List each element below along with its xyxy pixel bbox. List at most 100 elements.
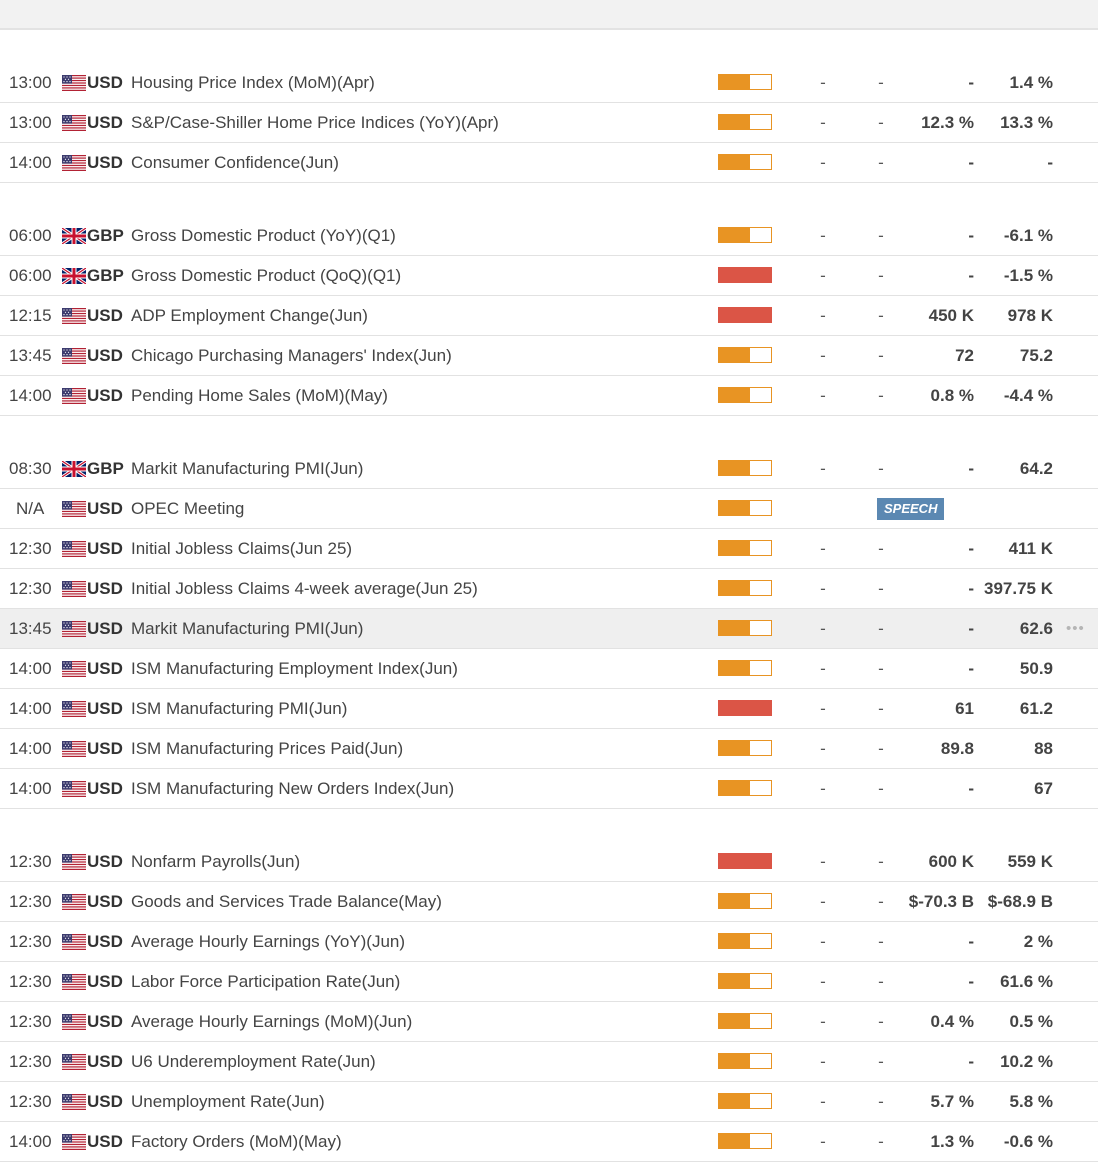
actual-value: - [820, 699, 826, 718]
us-flag-icon [62, 781, 86, 797]
event-name[interactable]: Chicago Purchasing Managers' Index(Jun) [131, 346, 452, 365]
day-separator [0, 30, 1098, 63]
event-name[interactable]: Gross Domestic Product (QoQ)(Q1) [131, 266, 402, 285]
event-row[interactable]: 12:30 USD Average Hourly Earnings (YoY)(Ju… [0, 922, 1098, 962]
event-name[interactable]: OPEC Meeting [131, 499, 245, 518]
consensus-value: - [968, 779, 974, 798]
previous-value: 75.2 [1019, 346, 1053, 365]
consensus-value: - [968, 659, 974, 678]
event-name[interactable]: Initial Jobless Claims 4-week average(Ju… [131, 579, 478, 598]
event-row[interactable]: 12:30 USD U6 Underemployment Rate(Jun) - - - 1… [0, 1042, 1098, 1082]
deviation-value: - [878, 459, 884, 478]
impact-high-bar [718, 853, 772, 869]
consensus-value: 61 [955, 699, 974, 718]
actual-value: - [820, 386, 826, 405]
previous-value: 5.8 % [1009, 1092, 1053, 1111]
event-name[interactable]: Goods and Services Trade Balance(May) [131, 892, 442, 911]
event-time: 12:30 [9, 1092, 52, 1111]
event-row[interactable]: 13:00 USD Housing Price Index (MoM)(Apr) - -… [0, 63, 1098, 103]
calendar-header-bar [0, 0, 1098, 30]
event-row[interactable]: 14:00 USD ISM Manufacturing PMI(Jun) - - 61 61… [0, 689, 1098, 729]
impact-medium-bar [718, 1013, 772, 1029]
event-row[interactable]: 14:00 USD ISM Manufacturing New Orders Ind… [0, 769, 1098, 809]
previous-value: 88 [1034, 739, 1053, 758]
event-name[interactable]: ADP Employment Change(Jun) [131, 306, 368, 325]
event-row[interactable]: 14:00 USD Factory Orders (MoM)(May) - - 1.3 %… [0, 1122, 1098, 1162]
event-name[interactable]: Average Hourly Earnings (MoM)(Jun) [131, 1012, 413, 1031]
event-name[interactable]: ISM Manufacturing Employment Index(Jun) [131, 659, 458, 678]
deviation-value: - [878, 73, 884, 92]
event-row[interactable]: 13:45 USD Markit Manufacturing PMI(Jun) - - -… [0, 609, 1098, 649]
event-name[interactable]: ISM Manufacturing Prices Paid(Jun) [131, 739, 404, 758]
event-row[interactable]: 12:30 USD Nonfarm Payrolls(Jun) - - 600 K 559 … [0, 842, 1098, 882]
event-currency: USD [87, 619, 123, 638]
event-name[interactable]: S&P/Case-Shiller Home Price Indices (YoY… [131, 113, 499, 132]
event-row[interactable]: 12:30 USD Labor Force Participation Rate(J… [0, 962, 1098, 1002]
event-row[interactable]: 14:00 USD ISM Manufacturing Prices Paid(Ju… [0, 729, 1098, 769]
event-name[interactable]: ISM Manufacturing PMI(Jun) [131, 699, 348, 718]
event-name[interactable]: U6 Underemployment Rate(Jun) [131, 1052, 376, 1071]
consensus-value: - [968, 73, 974, 92]
event-row[interactable]: 13:45 USD Chicago Purchasing Managers' Ind… [0, 336, 1098, 376]
us-flag-icon [62, 1014, 86, 1030]
event-row[interactable]: 12:30 USD Unemployment Rate(Jun) - - 5.7 % 5.8… [0, 1082, 1098, 1122]
deviation-value: - [878, 346, 884, 365]
actual-value: - [820, 779, 826, 798]
event-row[interactable]: 06:00 GBP Gross Domestic Product (QoQ)(Q1)… [0, 256, 1098, 296]
event-name[interactable]: Gross Domestic Product (YoY)(Q1) [131, 226, 396, 245]
previous-value: -4.4 % [1003, 386, 1053, 405]
event-name[interactable]: Consumer Confidence(Jun) [131, 153, 339, 172]
deviation-value: - [878, 1132, 884, 1151]
event-row[interactable]: 12:30 USD Goods and Services Trade Balance… [0, 882, 1098, 922]
event-currency: USD [87, 1012, 123, 1031]
us-flag-icon [62, 741, 86, 757]
consensus-value: 5.7 % [930, 1092, 974, 1111]
event-row[interactable]: 13:00 USD S&P/Case-Shiller Home Price Indi… [0, 103, 1098, 143]
event-row[interactable]: 12:15 USD ADP Employment Change(Jun) - - 450 … [0, 296, 1098, 336]
event-row[interactable]: 06:00 GBP Gross Domestic Product (YoY)(Q1)… [0, 216, 1098, 256]
event-row[interactable]: 14:00 USD Pending Home Sales (MoM)(May) - - 0… [0, 376, 1098, 416]
event-time: 14:00 [9, 779, 52, 798]
impact-medium-bar [718, 114, 772, 130]
deviation-value: - [878, 699, 884, 718]
event-row[interactable]: 14:00 USD ISM Manufacturing Employment Ind… [0, 649, 1098, 689]
impact-medium-bar [718, 1093, 772, 1109]
day-section: 08:30 GBP Markit Manufacturing PMI(Jun) - - -… [0, 449, 1098, 809]
deviation-value: - [878, 739, 884, 758]
event-name[interactable]: Labor Force Participation Rate(Jun) [131, 972, 401, 991]
actual-value: - [820, 1052, 826, 1071]
event-row[interactable]: 12:30 USD Initial Jobless Claims(Jun 25) - -… [0, 529, 1098, 569]
consensus-value: - [968, 266, 974, 285]
impact-medium-bar [718, 620, 772, 636]
event-name[interactable]: Pending Home Sales (MoM)(May) [131, 386, 388, 405]
impact-medium-bar [718, 347, 772, 363]
actual-value: - [820, 266, 826, 285]
event-name[interactable]: Housing Price Index (MoM)(Apr) [131, 73, 375, 92]
event-name[interactable]: Initial Jobless Claims(Jun 25) [131, 539, 353, 558]
event-name[interactable]: Factory Orders (MoM)(May) [131, 1132, 342, 1151]
event-row[interactable]: N/A USD OPEC Meeting SPEECH [0, 489, 1098, 529]
event-time: 14:00 [9, 386, 52, 405]
event-row[interactable]: 12:30 USD Average Hourly Earnings (MoM)(Ju… [0, 1002, 1098, 1042]
actual-value: - [820, 892, 826, 911]
consensus-value: 89.8 [940, 739, 974, 758]
actual-value: - [820, 459, 826, 478]
more-options-icon[interactable]: ••• [1066, 620, 1085, 637]
impact-medium-bar [718, 740, 772, 756]
event-row[interactable]: 14:00 USD Consumer Confidence(Jun) - - - - [0, 143, 1098, 183]
deviation-value: - [878, 579, 884, 598]
event-name[interactable]: Markit Manufacturing PMI(Jun) [131, 459, 364, 478]
event-row[interactable]: 12:30 USD Initial Jobless Claims 4-week av… [0, 569, 1098, 609]
uk-flag-icon [62, 461, 86, 477]
event-name[interactable]: Markit Manufacturing PMI(Jun) [131, 619, 364, 638]
event-name[interactable]: Average Hourly Earnings (YoY)(Jun) [131, 932, 406, 951]
event-time: 12:30 [9, 892, 52, 911]
actual-value: - [820, 852, 826, 871]
event-time: 12:30 [9, 539, 52, 558]
event-row[interactable]: 08:30 GBP Markit Manufacturing PMI(Jun) - - -… [0, 449, 1098, 489]
event-currency: USD [87, 1092, 123, 1111]
event-name[interactable]: ISM Manufacturing New Orders Index(Jun) [131, 779, 455, 798]
actual-value: - [820, 1132, 826, 1151]
event-name[interactable]: Unemployment Rate(Jun) [131, 1092, 325, 1111]
event-name[interactable]: Nonfarm Payrolls(Jun) [131, 852, 301, 871]
